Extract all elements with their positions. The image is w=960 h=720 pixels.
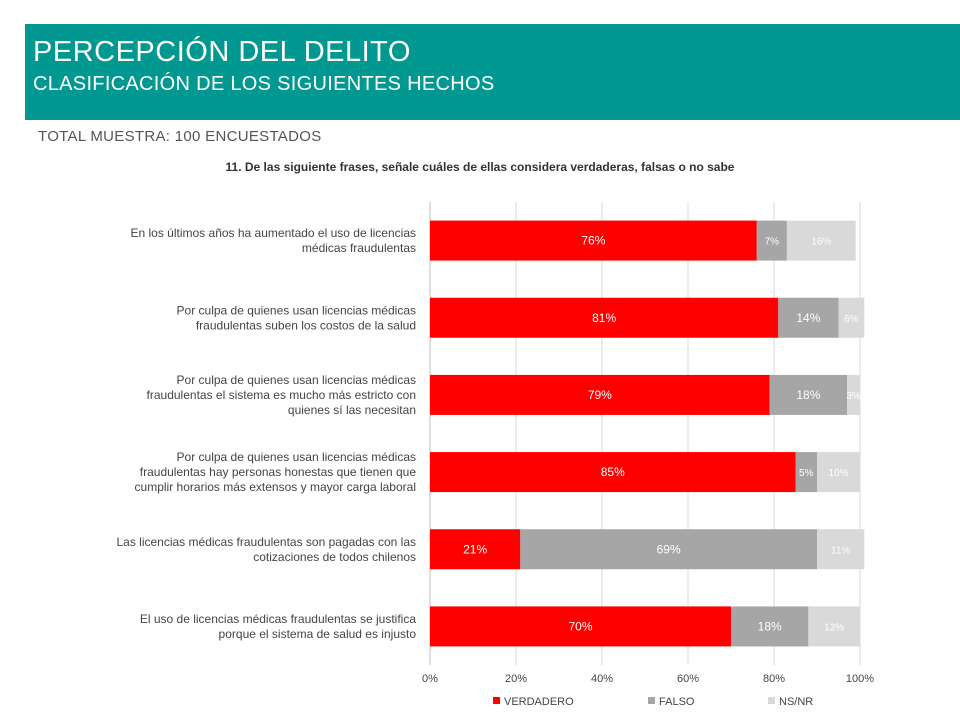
bar-segment (520, 529, 817, 570)
page-title: PERCEPCIÓN DEL DELITO (33, 36, 411, 68)
category-label: fraudulentas hay personas honestas que t… (140, 465, 417, 479)
bar-segment (731, 606, 809, 647)
bar-segment (795, 452, 817, 493)
data-label: 21% (463, 542, 487, 556)
data-label: 81% (592, 311, 616, 325)
legend-swatch (493, 697, 500, 704)
data-label: 3% (846, 391, 861, 402)
data-label: 5% (799, 468, 814, 479)
bar-segment (756, 220, 787, 261)
page-subtitle: CLASIFICACIÓN DE LOS SIGUIENTES HECHOS (33, 73, 495, 95)
data-label: 7% (765, 237, 780, 248)
bar-segment (430, 452, 796, 493)
data-label: 14% (796, 311, 820, 325)
sample-note: TOTAL MUESTRA: 100 ENCUESTADOS (38, 128, 322, 145)
bar-segment (430, 220, 757, 261)
chart-question: 11. De las siguiente frases, señale cuál… (225, 160, 735, 174)
category-label: Por culpa de quienes usan licencias médi… (177, 303, 416, 317)
x-tick-label: 0% (422, 673, 438, 685)
legend-label: VERDADERO (504, 696, 574, 708)
bar-segment (778, 297, 839, 338)
category-label: En los últimos años ha aumentado el uso … (130, 226, 416, 240)
data-label: 11% (831, 545, 850, 556)
header-band: PERCEPCIÓN DEL DELITO CLASIFICACIÓN DE L… (25, 24, 960, 120)
legend-swatch (768, 697, 775, 704)
category-label: El uso de licencias médicas fraudulentas… (140, 612, 416, 626)
bar-segment (430, 606, 731, 647)
x-tick-label: 100% (846, 673, 874, 685)
bar-segment (817, 452, 860, 493)
bar-segment (769, 374, 848, 415)
x-tick-label: 40% (591, 673, 613, 685)
x-tick-label: 20% (505, 673, 527, 685)
data-label: 85% (601, 465, 625, 479)
data-label: 18% (758, 619, 782, 633)
legend-label: FALSO (659, 696, 695, 708)
data-label: 79% (588, 388, 612, 402)
bar-segment (847, 374, 860, 415)
bar-segment (430, 374, 770, 415)
bar-segment (786, 220, 856, 261)
data-label: 69% (657, 542, 681, 556)
category-label: porque el sistema de salud es injusto (219, 627, 417, 641)
category-label: quienes sí las necesitan (288, 403, 416, 417)
category-label: médicas fraudulentas (302, 241, 416, 255)
data-label: 76% (581, 234, 605, 248)
category-label: Las licencias médicas fraudulentas son p… (116, 535, 416, 549)
legend-swatch (648, 697, 655, 704)
category-label: Por culpa de quienes usan licencias médi… (177, 450, 416, 464)
category-label: Por culpa de quienes usan licencias médi… (177, 373, 416, 387)
bar-segment (430, 297, 779, 338)
data-label: 16% (811, 237, 831, 248)
data-label: 6% (844, 314, 859, 325)
category-label: cotizaciones de todos chilenos (253, 550, 416, 564)
x-tick-label: 60% (677, 673, 699, 685)
data-label: 12% (824, 622, 844, 633)
category-label: fraudulentas suben los costos de la salu… (196, 318, 416, 332)
data-label: 70% (568, 619, 592, 633)
bar-segment (430, 529, 521, 570)
x-tick-label: 80% (763, 673, 785, 685)
data-label: 10% (828, 468, 848, 479)
data-label: 18% (796, 388, 820, 402)
category-label: fraudulentas el sistema es mucho más est… (147, 388, 416, 402)
category-label: cumplir horarios más extensos y mayor ca… (135, 480, 416, 494)
bar-segment (808, 606, 860, 647)
bar-segment (817, 529, 865, 570)
bar-segment (838, 297, 865, 338)
legend-label: NS/NR (779, 696, 813, 708)
